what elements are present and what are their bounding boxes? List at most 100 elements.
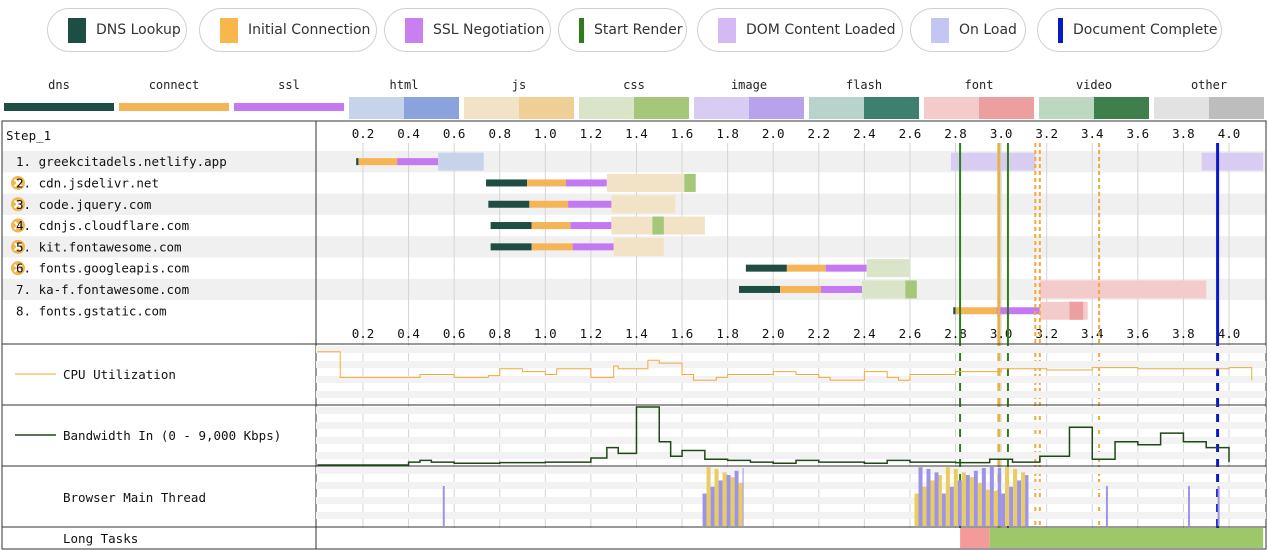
x-tick-label: 3.4 xyxy=(1081,326,1104,341)
legend-swatch xyxy=(718,17,736,43)
main-thread-stripe xyxy=(316,512,1266,519)
main-thread-activity xyxy=(718,480,723,526)
ttfb-segment xyxy=(862,280,917,299)
content-type-label: css xyxy=(623,78,645,92)
x-tick-label: 2.0 xyxy=(762,126,785,141)
request-label: 4. cdnjs.cloudflare.com xyxy=(16,218,189,233)
ttfb-segment xyxy=(606,173,685,192)
main-thread-activity xyxy=(957,480,962,526)
request-label: 7. ka-f.fontawesome.com xyxy=(16,282,189,297)
x-tick-label: 3.0 xyxy=(990,126,1013,141)
ssl-segment xyxy=(825,264,867,272)
x-tick-label: 2.4 xyxy=(853,326,876,341)
extra-request-bar xyxy=(1039,280,1207,299)
request-label: 2. cdn.jsdelivr.net xyxy=(16,175,159,190)
connect-segment xyxy=(531,243,573,251)
x-tick-label: 1.4 xyxy=(625,326,648,341)
content-type-label: html xyxy=(389,78,419,92)
x-tick-label: 1.8 xyxy=(716,326,739,341)
x-tick-label: 2.6 xyxy=(899,326,922,341)
content-type-swatch-html xyxy=(349,97,459,119)
ssl-segment xyxy=(397,158,439,166)
blocked-x-mark xyxy=(13,242,23,252)
x-tick-label: 0.4 xyxy=(397,126,420,141)
connect-segment xyxy=(527,179,566,187)
cpu-stripe xyxy=(316,346,1266,353)
dns-segment xyxy=(490,243,532,251)
request-label: 5. kit.fontawesome.com xyxy=(16,239,182,254)
main-thread-activity xyxy=(981,468,986,526)
legend-item-start-render: Start Render xyxy=(558,8,687,52)
download-segment xyxy=(652,216,664,235)
main-thread-activity xyxy=(710,486,715,526)
main-thread-activity xyxy=(934,472,939,526)
x-tick-label: 1.8 xyxy=(716,126,739,141)
content-type-label: image xyxy=(730,78,768,92)
x-tick-label: 3.2 xyxy=(1035,126,1058,141)
bandwidth-label: Bandwidth In (0 - 9,000 Kbps) xyxy=(63,428,281,443)
x-tick-label: 1.2 xyxy=(580,126,603,141)
main-thread-activity xyxy=(730,477,735,526)
ttfb-segment xyxy=(438,152,484,171)
ssl-segment xyxy=(570,222,612,230)
chart-frame xyxy=(1,120,1267,550)
content-type-legend: dns connect ssl html js css image flash font vide… xyxy=(0,78,1268,119)
main-thread-activity xyxy=(706,467,711,526)
main-thread-activity xyxy=(1017,480,1022,526)
bandwidth-series-line xyxy=(317,406,1230,466)
legend-item-on-load: On Load xyxy=(910,8,1026,52)
request-label: 8. fonts.gstatic.com xyxy=(16,303,167,318)
extra-request-bar xyxy=(1201,152,1264,171)
main-thread-stripe xyxy=(316,497,1266,504)
content-type-swatch-ssl xyxy=(234,103,344,111)
ssl-segment xyxy=(565,179,607,187)
main-thread-activity xyxy=(1005,467,1010,526)
x-tick-label: 3.0 xyxy=(990,326,1013,341)
request-label: 6. fonts.googleapis.com xyxy=(16,261,189,276)
legend-label: SSL Negotiation xyxy=(433,22,545,38)
legend-swatch xyxy=(579,17,584,43)
content-type-swatch-font xyxy=(924,97,1034,119)
x-tick-label: 2.8 xyxy=(944,126,967,141)
main-thread-activity xyxy=(1009,486,1014,526)
x-tick-label: 3.8 xyxy=(1172,326,1195,341)
main-thread-activity xyxy=(953,468,958,526)
content-type-swatch-other xyxy=(1154,97,1264,119)
legend-label: DNS Lookup xyxy=(96,22,181,38)
legend-swatch xyxy=(220,17,238,43)
dns-segment xyxy=(745,264,787,272)
main-thread-activity xyxy=(993,490,998,526)
main-thread-activity xyxy=(973,470,978,526)
ttfb-segment xyxy=(866,259,910,278)
x-tick-label: 0.6 xyxy=(443,126,466,141)
main-thread-activity xyxy=(941,493,946,526)
main-thread-activity xyxy=(938,474,942,526)
x-tick-label: 0.6 xyxy=(443,326,466,341)
row-stripe xyxy=(2,278,1266,301)
main-thread-activity xyxy=(714,468,719,526)
x-tick-label: 1.0 xyxy=(534,126,557,141)
main-thread-activity xyxy=(918,467,923,526)
content-type-swatch-video xyxy=(1039,97,1149,119)
x-tick-label: 0.8 xyxy=(488,126,511,141)
x-tick-label: 3.6 xyxy=(1127,326,1150,341)
connect-segment xyxy=(531,222,571,230)
main-thread-activity xyxy=(1013,468,1018,526)
extra-request-bar xyxy=(950,152,1036,171)
main-thread-blip xyxy=(1187,486,1190,526)
dns-segment xyxy=(356,158,359,166)
legend-label: DOM Content Loaded xyxy=(746,22,896,38)
x-tick-label: 1.2 xyxy=(580,326,603,341)
x-tick-label: 2.6 xyxy=(899,126,922,141)
content-type-label: other xyxy=(1190,78,1228,92)
main-thread-activity xyxy=(926,468,931,526)
long-task-segment xyxy=(960,528,990,548)
long-tasks-label: Long Tasks xyxy=(63,531,138,546)
legend-label: Initial Connection xyxy=(248,22,371,38)
bandwidth-stripe xyxy=(316,422,1266,429)
x-tick-label: 2.4 xyxy=(853,126,876,141)
content-type-swatch-css xyxy=(579,97,689,119)
connect-segment xyxy=(358,158,398,166)
dns-segment xyxy=(486,179,528,187)
